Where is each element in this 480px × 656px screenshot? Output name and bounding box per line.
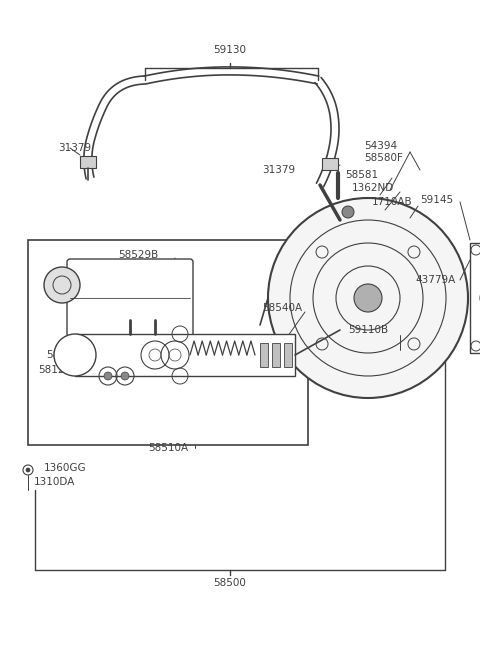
Text: 1310DA: 1310DA — [34, 477, 75, 487]
Text: 1362ND: 1362ND — [352, 183, 394, 193]
Text: 58510A: 58510A — [148, 443, 188, 453]
Circle shape — [104, 372, 112, 380]
Circle shape — [121, 372, 129, 380]
Circle shape — [342, 206, 354, 218]
Circle shape — [268, 198, 468, 398]
Circle shape — [26, 468, 30, 472]
Bar — [322, 158, 338, 170]
Bar — [284, 343, 292, 367]
Text: 58125C: 58125C — [38, 365, 79, 375]
Circle shape — [354, 284, 382, 312]
Bar — [80, 156, 96, 168]
FancyBboxPatch shape — [67, 259, 193, 337]
Text: 58581: 58581 — [345, 170, 378, 180]
Bar — [28, 240, 308, 445]
Text: 58672: 58672 — [162, 335, 195, 345]
Text: 31379: 31379 — [58, 143, 91, 153]
Text: 59130: 59130 — [214, 45, 247, 55]
Text: 59145: 59145 — [420, 195, 453, 205]
Text: 58550A: 58550A — [213, 335, 253, 345]
Text: 1360GG: 1360GG — [44, 463, 86, 473]
Circle shape — [54, 334, 96, 376]
Text: 54394: 54394 — [364, 141, 397, 151]
Bar — [260, 343, 268, 367]
Text: 59110B: 59110B — [348, 325, 388, 335]
Text: 58672: 58672 — [46, 350, 79, 360]
Circle shape — [44, 267, 80, 303]
Text: 43779A: 43779A — [415, 275, 455, 285]
Text: 58540A: 58540A — [262, 303, 302, 313]
Text: 58523: 58523 — [162, 365, 195, 375]
Bar — [272, 343, 280, 367]
Text: 58500: 58500 — [214, 578, 246, 588]
Text: 99594: 99594 — [162, 351, 195, 361]
Text: 58529B: 58529B — [118, 250, 158, 260]
Bar — [470, 243, 480, 353]
Text: 58580F: 58580F — [364, 153, 403, 163]
Text: 31379: 31379 — [262, 165, 295, 175]
Bar — [75, 334, 295, 376]
Text: 1710AB: 1710AB — [372, 197, 413, 207]
